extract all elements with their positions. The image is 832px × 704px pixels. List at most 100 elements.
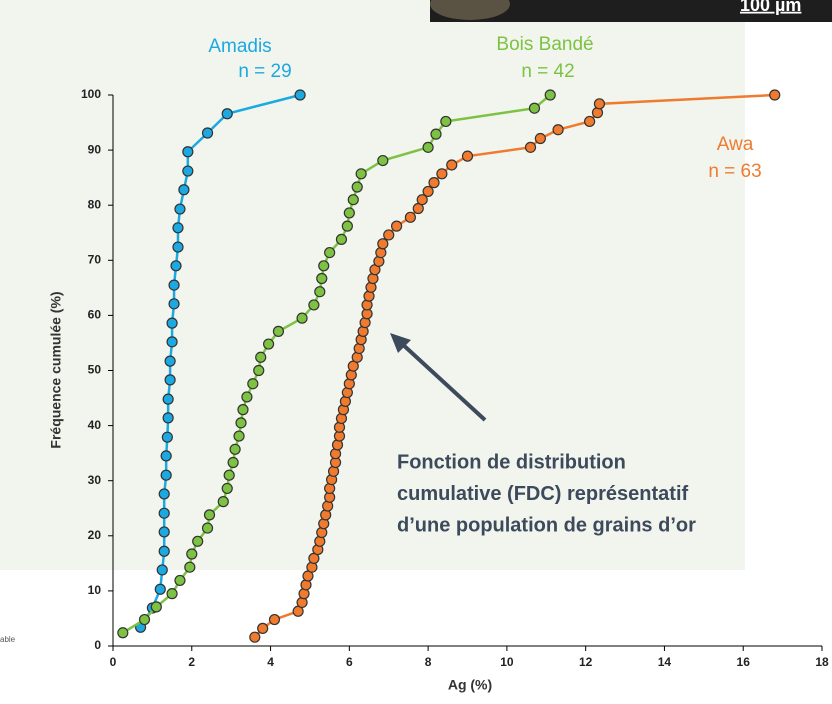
data-point xyxy=(553,125,563,135)
data-point xyxy=(159,508,169,518)
y-tick-label: 30 xyxy=(88,473,102,487)
data-point xyxy=(405,212,415,222)
side-fragment: able xyxy=(0,635,16,644)
data-point xyxy=(155,584,165,594)
y-tick-label: 20 xyxy=(88,528,102,542)
data-point xyxy=(157,565,167,575)
data-point xyxy=(317,273,327,283)
data-point xyxy=(273,326,283,336)
x-tick-label: 14 xyxy=(658,655,672,669)
data-point xyxy=(165,356,175,366)
data-point xyxy=(203,523,213,533)
data-point xyxy=(163,394,173,404)
data-point xyxy=(258,623,268,633)
data-point xyxy=(167,318,177,328)
data-point xyxy=(238,405,248,415)
data-point xyxy=(169,280,179,290)
data-point xyxy=(429,178,439,188)
data-point xyxy=(437,169,447,179)
series-label: Awa xyxy=(717,134,754,155)
data-point xyxy=(336,234,346,244)
data-point xyxy=(356,169,366,179)
data-point xyxy=(163,413,173,423)
data-point xyxy=(222,483,232,493)
data-point xyxy=(162,432,172,442)
data-point xyxy=(594,99,604,109)
data-point xyxy=(159,546,169,556)
data-point xyxy=(187,549,197,559)
data-point xyxy=(447,160,457,170)
series-label: Bois Bandé xyxy=(496,34,593,55)
x-tick-label: 16 xyxy=(737,655,751,669)
data-point xyxy=(173,242,183,252)
data-point xyxy=(175,575,185,585)
data-point xyxy=(242,392,252,402)
data-point xyxy=(344,208,354,218)
data-point xyxy=(159,489,169,499)
y-tick-label: 80 xyxy=(88,197,102,211)
data-point xyxy=(256,352,266,362)
data-point xyxy=(234,431,244,441)
y-tick-label: 10 xyxy=(88,583,102,597)
x-tick-label: 8 xyxy=(425,655,432,669)
data-point xyxy=(463,151,473,161)
data-point xyxy=(161,451,171,461)
series-count: n = 63 xyxy=(708,161,761,182)
chart: 100 µm able Ag (%) Fréquence cumulée (%)… xyxy=(0,0,832,704)
data-point xyxy=(315,287,325,297)
data-point xyxy=(230,444,240,454)
data-point xyxy=(151,602,161,612)
data-point xyxy=(118,628,128,638)
data-point xyxy=(224,470,234,480)
data-point xyxy=(218,497,228,507)
y-tick-label: 60 xyxy=(88,308,102,322)
x-tick-label: 12 xyxy=(579,655,593,669)
x-tick-label: 6 xyxy=(346,655,353,669)
data-point xyxy=(295,90,305,100)
data-point xyxy=(167,589,177,599)
data-point xyxy=(770,90,780,100)
data-point xyxy=(171,261,181,271)
y-tick-label: 50 xyxy=(88,363,102,377)
y-tick-label: 0 xyxy=(94,638,101,652)
data-point xyxy=(378,156,388,166)
x-tick-label: 4 xyxy=(267,655,274,669)
data-point xyxy=(297,313,307,323)
annotation-line: d’une population de grains d’or xyxy=(397,514,696,536)
data-point xyxy=(342,221,352,231)
data-point xyxy=(250,632,260,642)
data-point xyxy=(161,470,171,480)
data-point xyxy=(222,109,232,119)
y-tick-label: 70 xyxy=(88,252,102,266)
data-point xyxy=(169,299,179,309)
data-point xyxy=(183,166,193,176)
data-point xyxy=(203,128,213,138)
data-point xyxy=(526,142,536,152)
data-point xyxy=(392,221,402,231)
data-point xyxy=(441,116,451,126)
data-point xyxy=(183,147,193,157)
y-tick-label: 90 xyxy=(88,142,102,156)
data-point xyxy=(545,90,555,100)
series-label: Amadis xyxy=(208,36,271,57)
data-point xyxy=(179,185,189,195)
data-point xyxy=(254,366,264,376)
annotation-line: cumulative (FDC) représentatif xyxy=(397,483,689,505)
annotation-line: Fonction de distribution xyxy=(397,451,626,473)
data-point xyxy=(205,510,215,520)
data-point xyxy=(384,230,394,240)
x-tick-label: 18 xyxy=(815,655,829,669)
series-count: n = 29 xyxy=(238,61,291,82)
data-point xyxy=(325,248,335,258)
x-tick-label: 0 xyxy=(110,655,117,669)
data-point xyxy=(140,615,150,625)
data-point xyxy=(378,239,388,249)
data-point xyxy=(423,142,433,152)
data-point xyxy=(585,116,595,126)
data-point xyxy=(529,103,539,113)
data-point xyxy=(236,418,246,428)
data-point xyxy=(175,204,185,214)
data-point xyxy=(248,379,258,389)
x-tick-label: 10 xyxy=(500,655,514,669)
data-point xyxy=(173,223,183,233)
